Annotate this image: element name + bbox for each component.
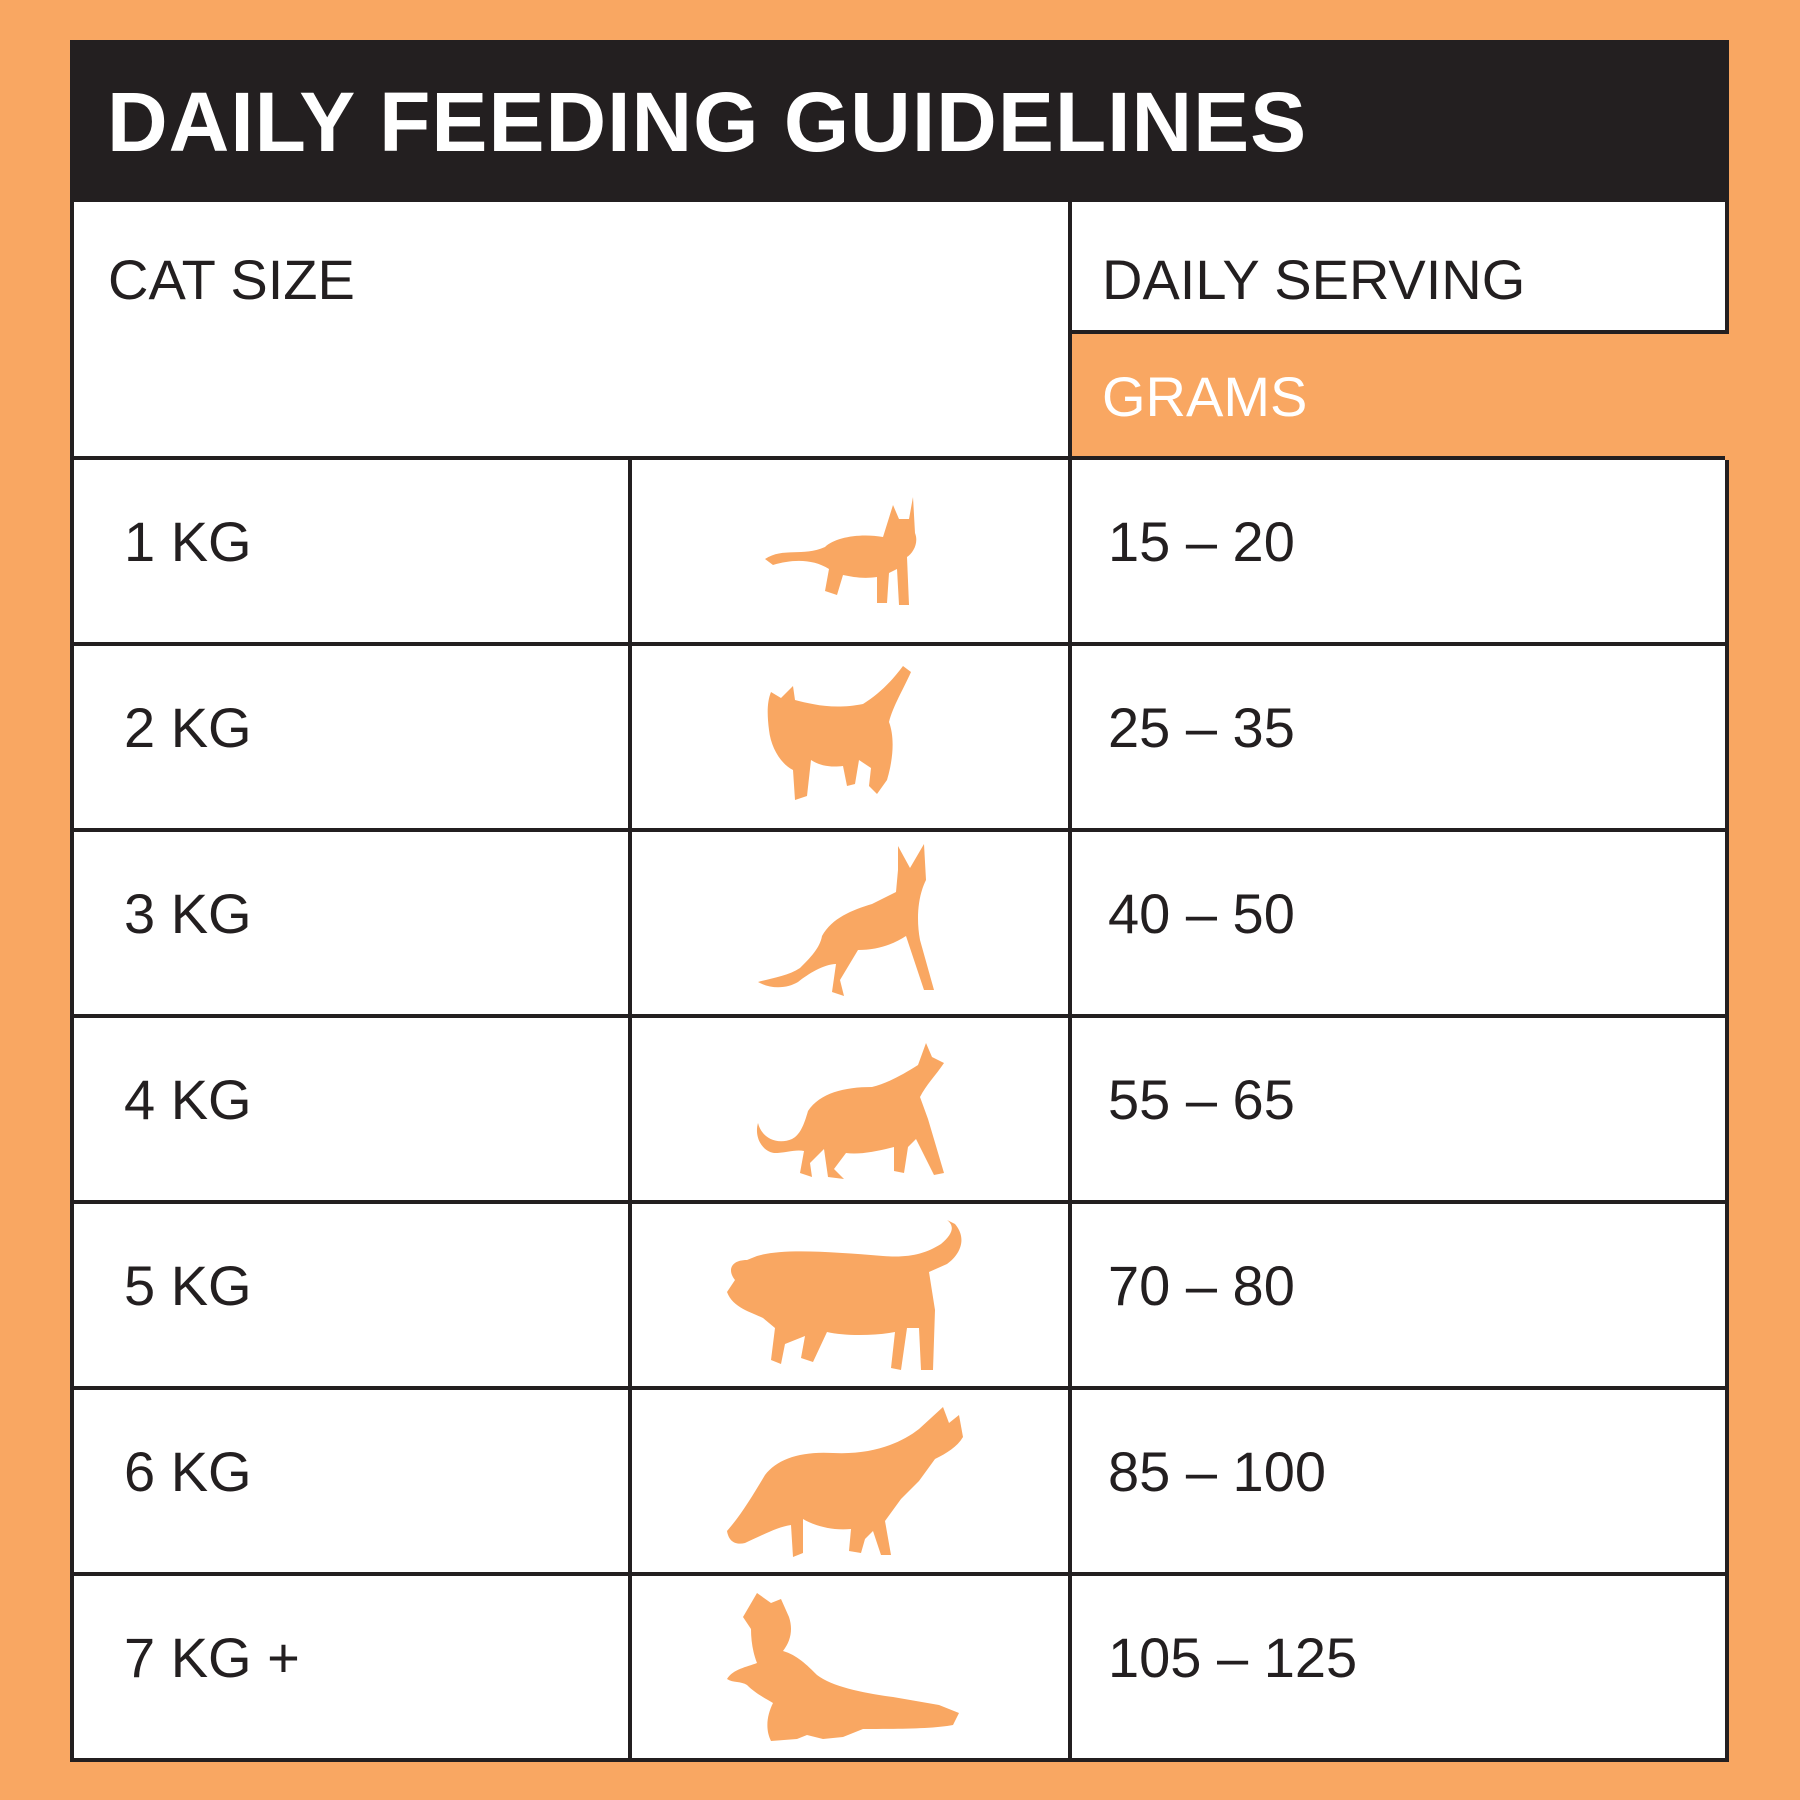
alert-cat-icon — [748, 840, 948, 1015]
cat-size-value: 4 KG — [124, 1068, 252, 1131]
row-divider — [74, 828, 1725, 832]
daily-serving-value: 70 – 80 — [1108, 1254, 1295, 1317]
header-divider — [1068, 330, 1725, 334]
daily-serving-value: 105 – 125 — [1108, 1626, 1358, 1689]
cat-size-value: 3 KG — [124, 882, 252, 945]
row-divider — [74, 1386, 1725, 1390]
column-divider — [628, 460, 632, 1762]
row-divider — [74, 1572, 1725, 1576]
cat-size-value: 7 KG + — [124, 1626, 300, 1689]
large-walking-cat-icon — [723, 1219, 973, 1380]
sitting-cat-icon — [723, 1589, 973, 1754]
daily-serving-value: 40 – 50 — [1108, 882, 1295, 945]
cat-size-value: 6 KG — [124, 1440, 252, 1503]
walking-cat-icon — [748, 1041, 948, 1186]
title-bar: DAILY FEEDING GUIDELINES — [74, 44, 1725, 202]
daily-serving-value: 25 – 35 — [1108, 696, 1295, 759]
grams-unit-cell: GRAMS — [1072, 334, 1729, 460]
feeding-guidelines-table: DAILY FEEDING GUIDELINES CAT SIZE DAILY … — [70, 40, 1729, 1762]
cat-size-value: 1 KG — [124, 510, 252, 573]
grams-unit-label: GRAMS — [1102, 365, 1308, 428]
daily-serving-value: 55 – 65 — [1108, 1068, 1295, 1131]
row-divider — [74, 456, 1725, 460]
daily-serving-value: 15 – 20 — [1108, 510, 1295, 573]
cat-size-value: 5 KG — [124, 1254, 252, 1317]
column-divider — [1068, 460, 1072, 1762]
cat-size-value: 2 KG — [124, 696, 252, 759]
row-divider — [74, 642, 1725, 646]
table-title: DAILY FEEDING GUIDELINES — [107, 75, 1308, 169]
daily-serving-value: 85 – 100 — [1108, 1440, 1326, 1503]
daily-serving-header: DAILY SERVING — [1102, 248, 1526, 311]
cat-size-header: CAT SIZE — [108, 248, 355, 311]
row-divider — [74, 1200, 1725, 1204]
prowling-cat-icon — [723, 1403, 973, 1568]
standing-cat-icon — [763, 493, 933, 618]
row-divider — [74, 1014, 1725, 1018]
cat-tail-up-icon — [763, 664, 933, 819]
